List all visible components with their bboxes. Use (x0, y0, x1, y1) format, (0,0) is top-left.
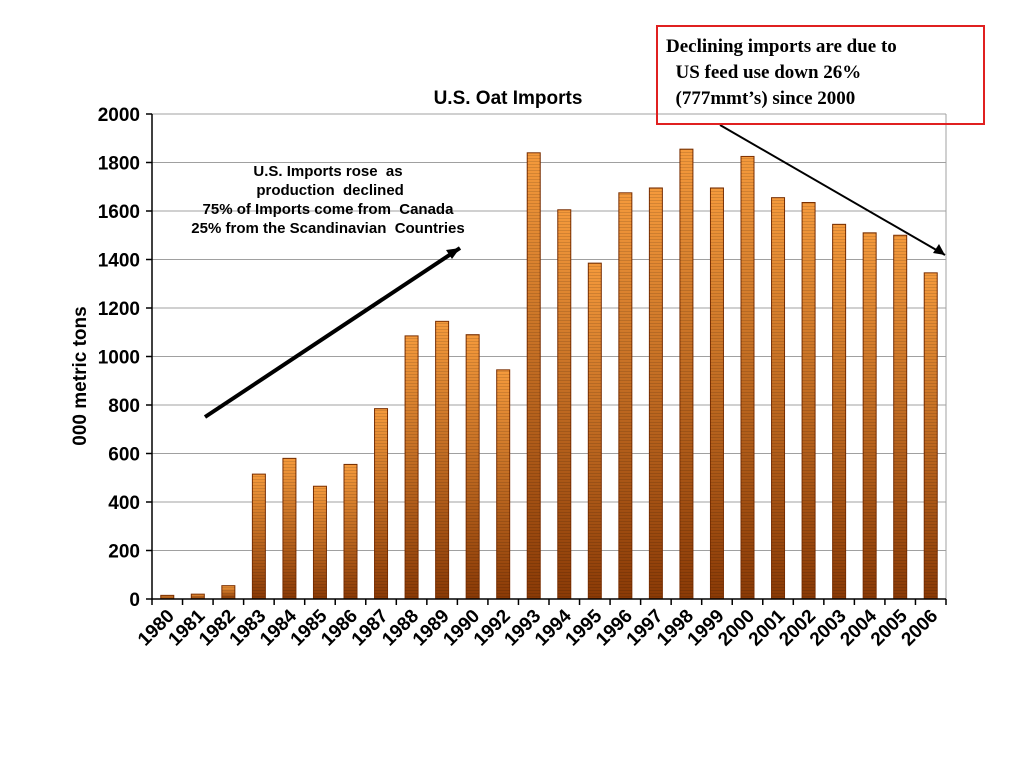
annotation-arrows (203, 124, 946, 419)
bar-texture-2002 (802, 202, 816, 599)
bar-texture-2006 (924, 272, 938, 599)
y-tick-label: 400 (108, 493, 140, 514)
bar-texture-1980 (160, 595, 174, 599)
rising-arrow (203, 246, 462, 419)
callout-text: Declining imports are due to US feed use… (666, 36, 897, 109)
y-tick-label: 600 (108, 445, 140, 466)
bar-texture-1981 (191, 594, 205, 599)
bar-texture-1992 (496, 369, 510, 599)
bar-texture-2000 (741, 156, 754, 599)
rising-arrow-head (446, 248, 460, 259)
y-tick-label: 1400 (98, 251, 140, 272)
bar-texture-2004 (863, 232, 877, 599)
bar-texture-1989 (435, 321, 449, 599)
bar-texture-2005 (893, 235, 907, 599)
y-tick-label: 200 (108, 542, 140, 563)
y-axis-label: 000 metric tons (70, 306, 91, 445)
bar-texture-1983 (252, 474, 266, 599)
bar-texture-1993 (527, 152, 541, 600)
bar-texture-1997 (649, 187, 663, 599)
bar-texture-1987 (374, 408, 388, 599)
y-tick-label: 1600 (98, 202, 140, 223)
bar-texture-1995 (588, 263, 602, 599)
bar-texture-2001 (771, 197, 785, 599)
callout-box (656, 25, 985, 125)
y-tick-label: 800 (108, 396, 140, 417)
y-tick-label: 1800 (98, 154, 140, 175)
y-tick-label: 1000 (98, 348, 140, 369)
bar-texture-1999 (710, 187, 724, 599)
bar-texture-1984 (282, 458, 296, 599)
bar-texture-1986 (344, 464, 357, 599)
declining-arrow-head (933, 244, 945, 255)
y-tick-label: 2000 (98, 105, 140, 126)
bar-texture-1988 (405, 335, 419, 599)
chart-title: U.S. Oat Imports (434, 88, 583, 109)
y-tick-label: 0 (129, 590, 140, 611)
x-tick-label: 2006 (898, 606, 943, 651)
declining-arrow (719, 124, 946, 256)
bar-texture-1996 (618, 192, 632, 599)
bar-texture-1990 (466, 334, 480, 599)
bar-texture-1998 (679, 149, 693, 599)
bar-texture-1994 (557, 209, 571, 599)
imports-note: U.S. Imports rose as production declined… (191, 163, 465, 237)
bar-texture-2003 (832, 224, 846, 599)
y-tick-label: 1200 (98, 299, 140, 320)
bar-texture-1985 (313, 486, 327, 599)
x-tick-labels: 1980198119821983198419851986198719881989… (134, 605, 942, 650)
bar-texture-1982 (221, 585, 235, 599)
y-tick-labels: 0 200 400 600 800 1000 1200 1400 1600 1800 2000 (98, 105, 140, 611)
axes (146, 113, 947, 605)
